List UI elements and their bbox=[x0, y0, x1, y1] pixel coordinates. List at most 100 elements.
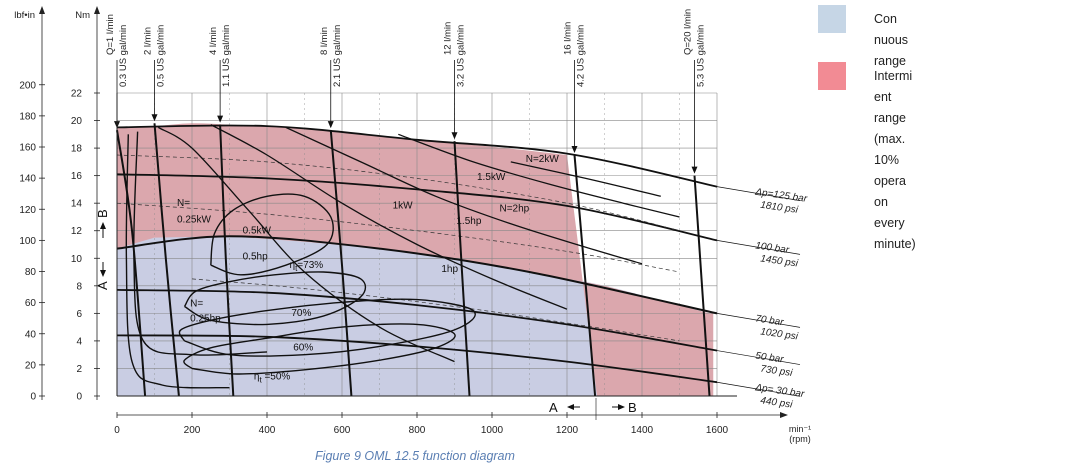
y-tick-label-nm: 14 bbox=[71, 199, 83, 210]
flow-line bbox=[693, 175, 711, 397]
y-tick-label-lbfin: 40 bbox=[25, 329, 37, 340]
flow-label-gal: 4.2 US gal/min bbox=[576, 25, 587, 87]
pressure-line bbox=[116, 235, 718, 315]
power-curve bbox=[210, 124, 568, 310]
power-label: 70% bbox=[291, 308, 311, 319]
pressure-line bbox=[116, 334, 718, 384]
pressure-label-psi: 440 psi bbox=[760, 395, 794, 410]
pressure-line bbox=[116, 289, 718, 352]
pressure-label-bar: 70 bar bbox=[755, 313, 785, 328]
chart-axes: 0 200 400 600 800 1000 1200 1400 160002468101214… bbox=[14, 6, 811, 444]
x-tick-label: 800 bbox=[409, 425, 426, 436]
flow-line bbox=[116, 130, 147, 397]
power-label: N=2kW bbox=[526, 154, 560, 165]
y-tick-label-lbfin: 80 bbox=[25, 267, 37, 278]
y-tick-label-lbfin: 140 bbox=[19, 174, 36, 185]
pressure-leader-line bbox=[716, 240, 801, 255]
y-tick-label-lbfin: 0 bbox=[30, 392, 36, 403]
y-axis-label-nm: Nm bbox=[75, 10, 90, 21]
y-tick-label-nm: 4 bbox=[76, 336, 82, 347]
x-tick-label: 1400 bbox=[631, 425, 654, 436]
pressure-label-bar: 100 bar bbox=[755, 240, 791, 256]
low-speed-curve bbox=[133, 131, 268, 356]
y-tick-label-lbfin: 100 bbox=[19, 236, 36, 247]
flow-line bbox=[573, 154, 597, 397]
power-label: N=2hp bbox=[500, 203, 530, 214]
pressure-label-psi: 1450 psi bbox=[760, 253, 800, 269]
flow-label-lpm: Q=20 l/min bbox=[683, 9, 694, 55]
function-diagram-chart: 0 200 400 600 800 1000 1200 1400 160002468101214… bbox=[14, 6, 811, 444]
x-axis-label: min⁻¹ bbox=[789, 424, 811, 434]
lbfin-scale-arrow-icon bbox=[39, 6, 45, 14]
low-speed-curve bbox=[125, 134, 230, 389]
dashed-reference-curve bbox=[116, 154, 680, 232]
power-curve bbox=[285, 126, 643, 265]
x-tick-label: 600 bbox=[334, 425, 351, 436]
efficiency-curve bbox=[183, 271, 367, 326]
y-tick-label-nm: 8 bbox=[76, 281, 82, 292]
y-tick-label-nm: 16 bbox=[71, 171, 83, 182]
pressure-leader-line bbox=[716, 350, 801, 365]
efficiency-curve bbox=[210, 193, 334, 276]
flow-label-gal: 3.2 US gal/min bbox=[456, 25, 467, 87]
flow-label-lpm: 12 l/min bbox=[443, 22, 454, 55]
flow-arrow-icon bbox=[571, 145, 578, 153]
y-tick-label-lbfin: 60 bbox=[25, 298, 37, 309]
power-curve bbox=[157, 126, 455, 363]
power-curve bbox=[510, 161, 661, 197]
flow-arrow-icon bbox=[327, 121, 334, 129]
power-label: 1.5hp bbox=[456, 216, 481, 227]
flow-arrow-icon bbox=[691, 166, 698, 174]
flow-label-gal: 2.1 US gal/min bbox=[332, 25, 343, 87]
marker-b-horizontal: B bbox=[628, 400, 637, 415]
flow-label-gal: 1.1 US gal/min bbox=[221, 25, 232, 87]
x-tick-label: 400 bbox=[259, 425, 276, 436]
power-label: N= bbox=[177, 198, 190, 209]
flow-label-lpm: 8 l/min bbox=[319, 27, 330, 55]
y-axis-label-lbfin: lbf•in bbox=[14, 10, 35, 21]
y-tick-label-lbfin: 200 bbox=[19, 80, 36, 91]
x-scale-arrow-icon bbox=[780, 412, 788, 418]
power-label: 60% bbox=[293, 343, 313, 354]
y-tick-label-lbfin: 120 bbox=[19, 205, 36, 216]
pressure-leader-line bbox=[716, 313, 801, 328]
pressure-line bbox=[116, 124, 718, 188]
flow-label-lpm: Q=1 l/min bbox=[105, 14, 116, 55]
pressure-label-bar: 50 bar bbox=[755, 351, 785, 366]
flow-label-lpm: 4 l/min bbox=[208, 27, 219, 55]
y-tick-label-nm: 2 bbox=[76, 364, 82, 375]
power-label: 1hp bbox=[441, 264, 458, 275]
flow-line bbox=[453, 141, 471, 397]
flow-arrow-icon bbox=[151, 114, 158, 122]
intermittent-range-area bbox=[117, 123, 714, 397]
figure-caption: Figure 9 OML 12.5 function diagram bbox=[315, 449, 515, 463]
flow-label-lpm: 2 l/min bbox=[143, 27, 154, 55]
flow-line bbox=[153, 123, 180, 397]
nm-scale-arrow-icon bbox=[94, 6, 100, 14]
legend-swatch-intermittent bbox=[818, 62, 846, 90]
legend-swatch-continuous bbox=[818, 5, 846, 33]
x-tick-label: 200 bbox=[184, 425, 201, 436]
x-tick-label: 0 bbox=[114, 425, 120, 436]
efficiency-curve bbox=[183, 323, 456, 375]
power-label: 0.5kW bbox=[243, 225, 272, 236]
flow-arrow-icon bbox=[451, 132, 458, 140]
pressure-line bbox=[116, 173, 718, 242]
flow-label-lpm: 16 l/min bbox=[563, 22, 574, 55]
pressure-label-psi: 730 psi bbox=[760, 364, 794, 379]
marker-b-arrow-icon bbox=[100, 222, 106, 229]
y-tick-label-lbfin: 20 bbox=[25, 360, 37, 371]
pressure-leader-line bbox=[716, 186, 801, 201]
flow-label-gal: 0.3 US gal/min bbox=[118, 25, 129, 87]
marker-a-vertical: A bbox=[95, 281, 110, 290]
y-tick-label-nm: 10 bbox=[71, 254, 83, 265]
y-tick-label-nm: 20 bbox=[71, 116, 83, 127]
y-tick-label-lbfin: 160 bbox=[19, 143, 36, 154]
legend-label-intermittent: Intermi ent range (max. 10% opera on eve… bbox=[874, 69, 916, 251]
y-tick-label-lbfin: 180 bbox=[19, 111, 36, 122]
dashed-reference-curve bbox=[116, 202, 680, 273]
y-tick-label-nm: 6 bbox=[76, 309, 82, 320]
pressure-leader-line bbox=[716, 381, 801, 397]
flow-label-gal: 5.3 US gal/min bbox=[696, 25, 707, 87]
pressure-label-psi: 1020 psi bbox=[760, 326, 800, 342]
